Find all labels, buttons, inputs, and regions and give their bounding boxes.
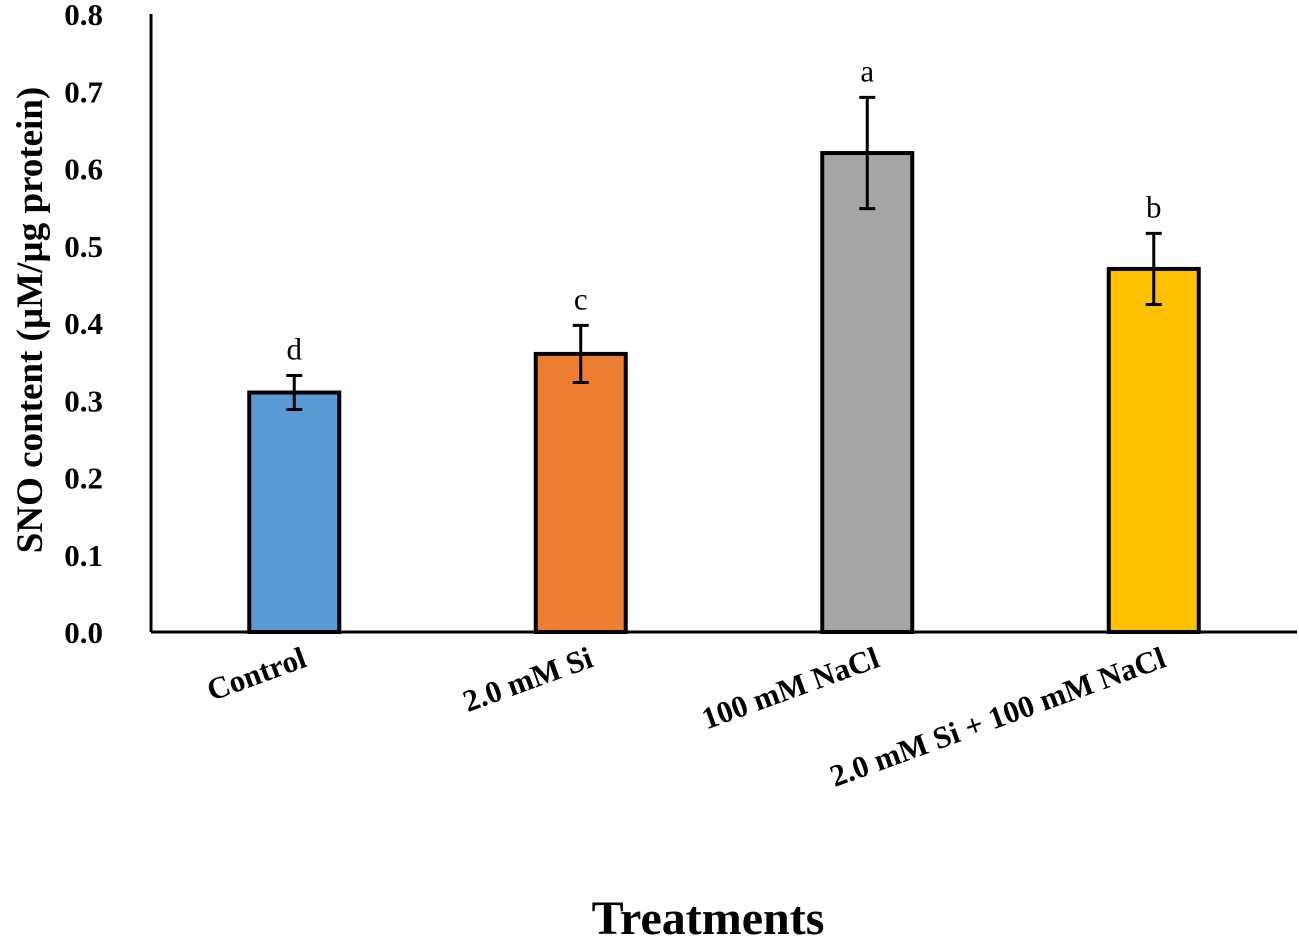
x-category-label: 100 mM NaCl bbox=[697, 640, 884, 737]
y-tick-label: 0.2 bbox=[64, 461, 103, 496]
bar bbox=[247, 390, 342, 634]
y-axis-title: SNO content (µM/µg protein) bbox=[10, 87, 51, 553]
bar bbox=[820, 151, 915, 635]
x-category-label: Control bbox=[202, 640, 311, 708]
x-axis-title: Treatments bbox=[592, 892, 825, 939]
bar bbox=[1106, 266, 1201, 634]
significance-letter: d bbox=[287, 332, 303, 367]
y-tick-label: 0.6 bbox=[64, 152, 103, 187]
significance-letter: a bbox=[860, 53, 874, 88]
y-tick-label: 0.0 bbox=[64, 615, 103, 650]
y-tick-label: 0.1 bbox=[64, 538, 103, 573]
error-bar bbox=[572, 323, 589, 384]
error-bar bbox=[859, 95, 876, 211]
bar bbox=[533, 351, 628, 634]
y-tick-label: 0.8 bbox=[64, 0, 103, 32]
error-bar bbox=[1145, 231, 1162, 306]
error-bar bbox=[286, 374, 303, 412]
y-tick-label: 0.7 bbox=[64, 74, 103, 109]
significance-letter: b bbox=[1146, 189, 1162, 224]
y-tick-label: 0.5 bbox=[64, 229, 103, 264]
significance-letter: c bbox=[574, 281, 588, 316]
y-tick-label: 0.4 bbox=[64, 306, 103, 341]
x-category-label: 2.0 mM Si bbox=[458, 640, 597, 719]
y-tick-label: 0.3 bbox=[64, 383, 103, 418]
